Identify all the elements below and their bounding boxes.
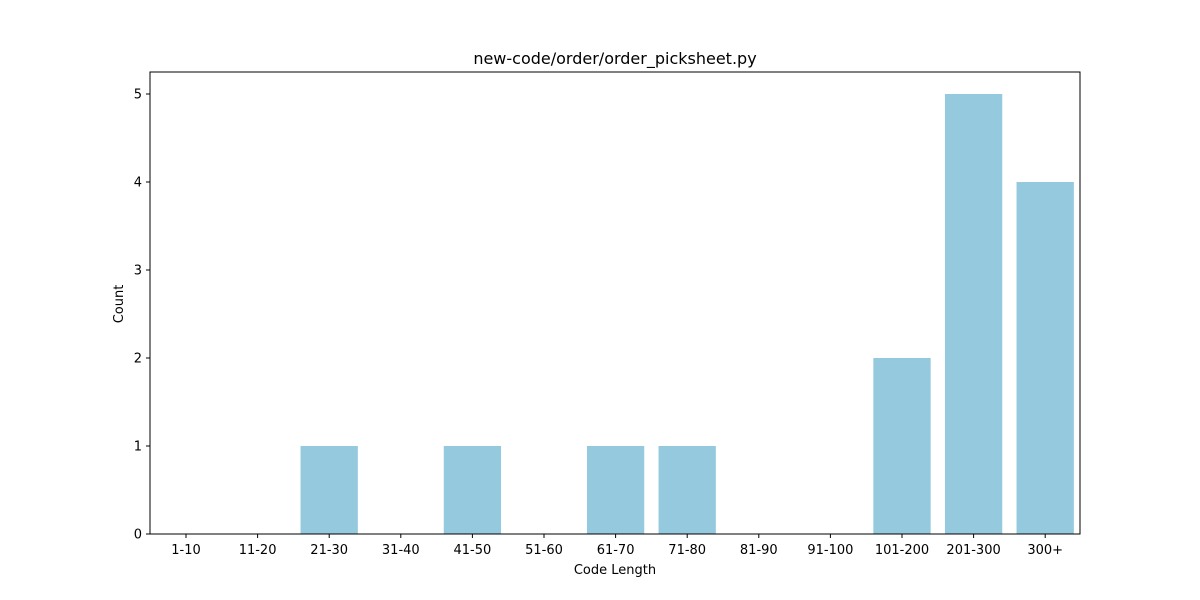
x-tick-label: 21-30 — [310, 543, 348, 558]
bar-61-70 — [586, 446, 645, 534]
bar-101-200 — [873, 358, 931, 534]
plot-area-frame — [149, 71, 1081, 535]
bar-41-50 — [443, 446, 502, 534]
x-tick-label: 101-200 — [875, 543, 929, 558]
x-tick-label: 201-300 — [946, 543, 1000, 558]
chart-title: new-code/order/order_picksheet.py — [473, 49, 756, 69]
y-tick-label: 2 — [134, 352, 142, 367]
x-tick-label: 1-10 — [171, 543, 201, 558]
bars-group — [300, 94, 1074, 534]
bar-300+ — [1016, 182, 1074, 534]
bar-21-30 — [300, 446, 358, 534]
y-tick-label: 1 — [134, 440, 142, 455]
y-axis-ticks: 0 1 2 3 4 5 — [134, 88, 150, 543]
y-tick-label: 3 — [134, 264, 142, 279]
x-tick-label: 81-90 — [740, 543, 778, 558]
x-tick-label: 71-80 — [668, 543, 706, 558]
x-tick-label: 61-70 — [597, 543, 635, 558]
x-tick-label: 91-100 — [807, 543, 853, 558]
y-axis-label: Count — [112, 285, 127, 324]
x-axis-ticks: 1-10 11-20 21-30 31-40 41-50 51-60 61-70 71-80 8… — [171, 534, 1063, 558]
bar-201-300 — [944, 94, 1003, 534]
x-axis-label: Code Length — [574, 563, 656, 578]
x-tick-label: 31-40 — [382, 543, 420, 558]
x-tick-label: 41-50 — [454, 543, 492, 558]
y-tick-label: 4 — [134, 176, 142, 191]
x-tick-label: 51-60 — [525, 543, 563, 558]
x-tick-label: 300+ — [1027, 543, 1063, 558]
bar-71-80 — [658, 446, 716, 534]
x-tick-label: 11-20 — [239, 543, 277, 558]
y-tick-label: 5 — [134, 88, 142, 103]
y-tick-label: 0 — [134, 528, 142, 543]
